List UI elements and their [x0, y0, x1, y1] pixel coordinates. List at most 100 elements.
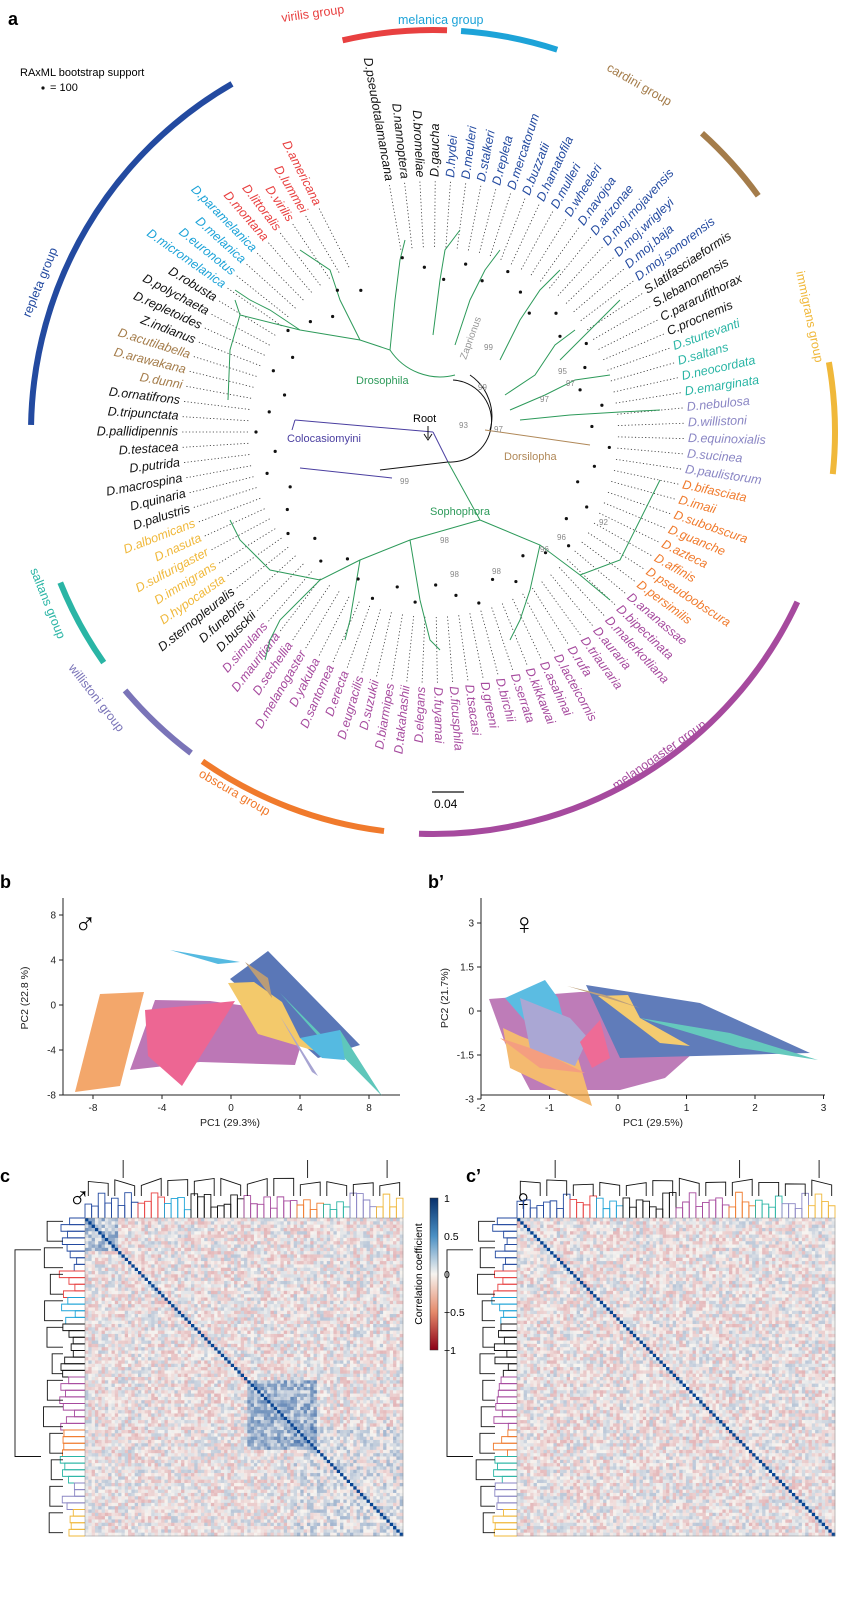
leaf-connector — [362, 609, 381, 672]
bootstrap-dot — [289, 485, 292, 488]
branch-root-arc — [448, 380, 492, 462]
leaf-connector — [558, 247, 603, 296]
bootstrap-dot — [286, 508, 289, 511]
bootstrap-dot — [600, 404, 603, 407]
species-label: D.gaucha — [428, 123, 442, 177]
bootstrap-dot — [274, 450, 277, 453]
y-tick-label: 0 — [468, 1007, 474, 1018]
leaf-connector — [405, 183, 412, 249]
clade-sophophora: Sophophora — [430, 506, 491, 518]
leaf-connector — [268, 572, 311, 622]
bootstrap-legend-dot — [41, 86, 44, 89]
leaf-connector — [211, 519, 269, 550]
leaf-connector — [599, 320, 658, 349]
bootstrap-dot — [585, 342, 588, 345]
leaf-connector — [436, 617, 437, 683]
leaf-connector — [574, 269, 624, 312]
heatmap-male — [85, 1218, 403, 1536]
bootstrap-dot — [286, 329, 289, 332]
colorbar-tick: 0.5 — [444, 1231, 459, 1243]
bootstrap-dot — [464, 263, 467, 266]
leaf-connector — [237, 547, 289, 588]
x-tick-label: 0 — [228, 1103, 234, 1114]
leaf-connector — [219, 301, 275, 335]
species-label: D.bromeliae — [410, 110, 428, 178]
bootstrap-dot — [567, 544, 570, 547]
y-tick-label: -8 — [47, 1091, 56, 1102]
panel-c-row: c c’ ♂ ♀ Correlation coefficient 1 0.5 0… — [0, 1160, 853, 1606]
leaf-connector — [575, 551, 626, 593]
bootstrap-label: 93 — [459, 421, 468, 430]
clade-colocasiomyini: Colocasiomyini — [287, 433, 361, 445]
bootstrap-dot — [578, 388, 581, 391]
bootstrap-label: 98 — [450, 570, 459, 579]
bootstrap-dot — [268, 410, 271, 413]
leaf-connector — [182, 417, 248, 421]
group-label: saltans group — [27, 566, 68, 641]
leaf-connector — [468, 186, 481, 251]
leaf-connector — [189, 371, 253, 387]
species-label: D.nebulosa — [686, 394, 750, 414]
colorbar-tick: 1 — [444, 1193, 450, 1205]
bootstrap-dot — [554, 312, 557, 315]
leaf-connector — [617, 448, 683, 454]
bootstrap-dot — [521, 554, 524, 557]
colorbar-tick: −0.5 — [444, 1307, 465, 1319]
leaf-connector — [446, 182, 451, 248]
bootstrap-dot — [519, 290, 522, 293]
bootstrap-dot — [514, 580, 517, 583]
bootstrap-label: 98 — [440, 536, 449, 545]
bootstrap-dot — [359, 289, 362, 292]
leaf-connector — [614, 378, 678, 392]
bootstrap-label: 97 — [494, 425, 503, 434]
leaf-connector — [611, 481, 675, 499]
leaf-connector — [306, 591, 339, 648]
leaf-connector — [616, 393, 681, 403]
species-label: D.ficusphila — [447, 686, 466, 752]
leaf-connector — [184, 401, 250, 409]
leaf-connector — [593, 307, 650, 340]
leaf-connector — [501, 198, 525, 259]
leaf-connector — [194, 488, 257, 508]
group-arc — [60, 583, 103, 663]
leaf-connector — [389, 185, 400, 250]
leaf-connector — [219, 529, 275, 563]
group-label: repleta group — [20, 246, 61, 320]
leaf-connector — [194, 357, 257, 377]
bootstrap-dot — [576, 480, 579, 483]
bootstrap-label: 99 — [400, 477, 409, 486]
bootstrap-dot — [346, 557, 349, 560]
y-tick-label: 4 — [50, 956, 56, 967]
bootstrap-label: 99 — [478, 383, 487, 392]
leaf-connector — [268, 243, 311, 293]
species-label: D.elegans — [412, 686, 428, 743]
species-label: D.pseudotalamancana — [361, 56, 397, 182]
bootstrap-legend-title: RAxML bootstrap support — [20, 67, 144, 79]
leaf-connector — [211, 314, 269, 345]
pca-female-ylabel: PC2 (21.7%) — [439, 968, 451, 1028]
pca-male-hulls — [75, 950, 382, 1096]
bootstrap-dot — [585, 505, 588, 508]
leaf-connector — [588, 533, 643, 569]
leaf-connector — [511, 205, 539, 265]
leaf-connector — [333, 602, 359, 663]
bootstrap-label: 99 — [484, 343, 493, 352]
bootstrap-dot — [309, 320, 312, 323]
species-label: D.hydei — [443, 134, 460, 178]
leaf-connector — [392, 614, 403, 679]
group-arc — [829, 362, 835, 474]
leaf-connector — [521, 211, 552, 269]
bootstrap-dot — [356, 577, 359, 580]
x-tick-label: 0 — [615, 1103, 621, 1114]
x-tick-label: 8 — [366, 1103, 372, 1114]
x-tick-label: -8 — [89, 1103, 98, 1114]
bootstrap-dot — [590, 425, 593, 428]
bootstrap-dot — [319, 559, 322, 562]
pca-female-xlabel: PC1 (29.5%) — [623, 1117, 683, 1129]
leaf-connector — [604, 503, 665, 528]
pca-male-xlabel: PC1 (29.3%) — [200, 1117, 260, 1129]
panel-label-c: c — [0, 1166, 10, 1186]
leaf-connector — [457, 183, 466, 248]
leaf-connector — [549, 237, 591, 288]
